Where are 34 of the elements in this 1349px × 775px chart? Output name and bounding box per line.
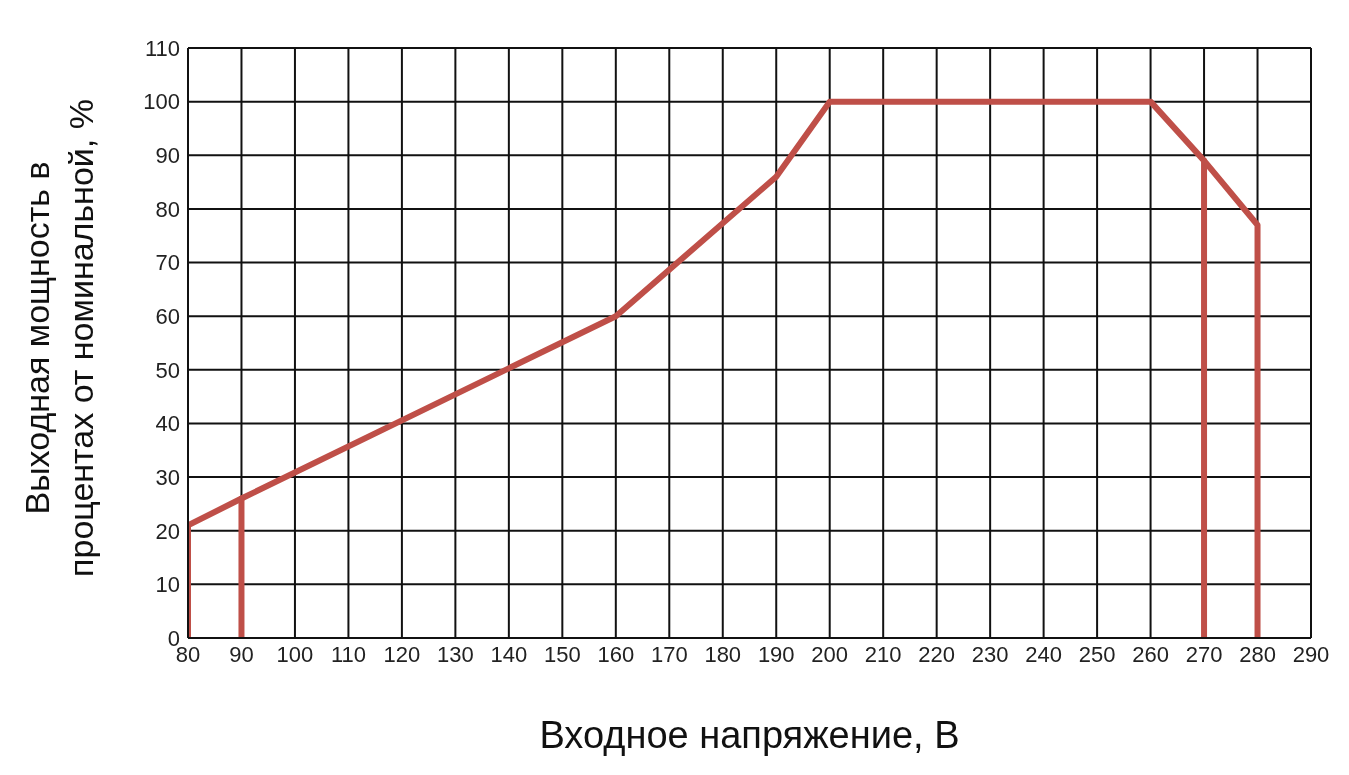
y-tick-label: 40	[155, 411, 180, 437]
y-tick-label: 10	[155, 572, 180, 598]
y-tick-label: 110	[144, 35, 180, 61]
x-tick-label: 130	[437, 641, 474, 667]
x-tick-label: 120	[383, 641, 421, 667]
x-tick-label: 260	[1132, 641, 1169, 667]
x-tick-label: 90	[229, 641, 254, 667]
x-tick-label: 240	[1025, 641, 1062, 667]
y-tick-label: 30	[155, 464, 180, 490]
x-tick-label: 250	[1078, 641, 1116, 667]
x-tick-label: 100	[276, 641, 314, 667]
x-tick-label: 190	[757, 641, 795, 667]
x-tick-label: 290	[1292, 641, 1330, 667]
x-tick-label: 210	[864, 641, 902, 667]
x-tick-label: 220	[918, 641, 956, 667]
y-tick-label: 90	[155, 143, 180, 169]
y-tick-label: 50	[155, 357, 180, 383]
y-tick-label: 60	[155, 303, 180, 329]
x-tick-label: 160	[597, 641, 635, 667]
y-tick-label: 20	[155, 518, 180, 544]
y-tick-label: 70	[155, 250, 180, 276]
x-tick-label: 180	[704, 641, 742, 667]
x-tick-label: 110	[330, 641, 366, 667]
x-tick-label: 230	[971, 641, 1009, 667]
x-tick-label: 170	[650, 641, 688, 667]
y-tick-label: 80	[155, 196, 180, 222]
y-axis-title: Выходная мощность в процентах от номинальной, %	[18, 99, 100, 577]
x-tick-label: 200	[811, 641, 849, 667]
x-tick-label: 150	[543, 641, 581, 667]
x-tick-label: 140	[490, 641, 528, 667]
x-tick-label: 280	[1239, 641, 1276, 667]
y-tick-label: 100	[143, 89, 180, 115]
x-tick-label: 270	[1185, 641, 1223, 667]
x-axis-title: Входное напряжение, В	[539, 714, 960, 756]
